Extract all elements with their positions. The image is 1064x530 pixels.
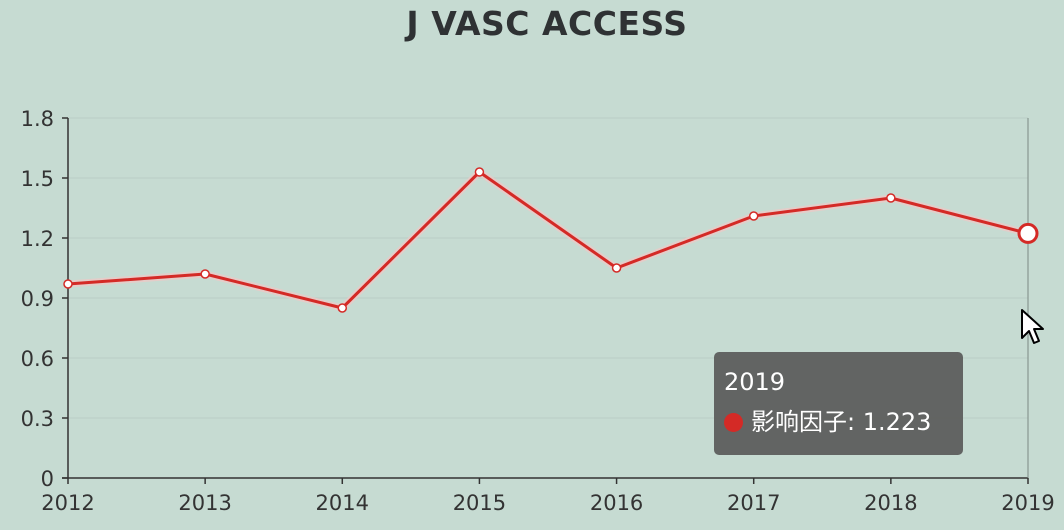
tooltip-label: 影响因子: 1.223 (751, 408, 932, 436)
x-tick-label: 2017 (727, 491, 780, 515)
series-marker-icon (724, 412, 743, 432)
data-point (886, 193, 896, 203)
tooltip: 2019 影响因子: 1.223 (714, 352, 963, 455)
y-tick-label: 0.9 (21, 287, 54, 311)
y-tick-label: 1.8 (21, 107, 54, 131)
x-tick-label: 2014 (316, 491, 369, 515)
y-tick-label: 0.6 (21, 347, 54, 371)
series-line-glow (67, 168, 1029, 312)
x-tick-label: 2012 (41, 491, 94, 515)
x-tick-label: 2016 (590, 491, 643, 515)
data-point (748, 211, 759, 221)
data-point (611, 263, 622, 273)
data-point (63, 279, 73, 289)
data-point (474, 167, 485, 177)
x-tick-label: 2019 (1001, 491, 1054, 515)
y-tick-label: 1.5 (21, 167, 54, 191)
y-tick-label: 0.3 (21, 407, 54, 431)
data-point (200, 269, 210, 279)
data-point (337, 303, 348, 313)
tooltip-title: 2019 (724, 368, 786, 396)
y-tick-label: 0 (41, 467, 54, 491)
chart-title: J VASC ACCESS (406, 4, 688, 43)
x-tick-label: 2015 (453, 491, 506, 515)
x-tick-label: 2018 (864, 491, 917, 515)
y-tick-label: 1.2 (21, 227, 54, 251)
series-line (67, 170, 1029, 310)
x-tick-label: 2013 (178, 491, 231, 515)
tooltip-row: 影响因子: 1.223 (724, 406, 963, 438)
mouse-cursor-icon (1021, 309, 1044, 344)
data-point (1017, 222, 1039, 244)
